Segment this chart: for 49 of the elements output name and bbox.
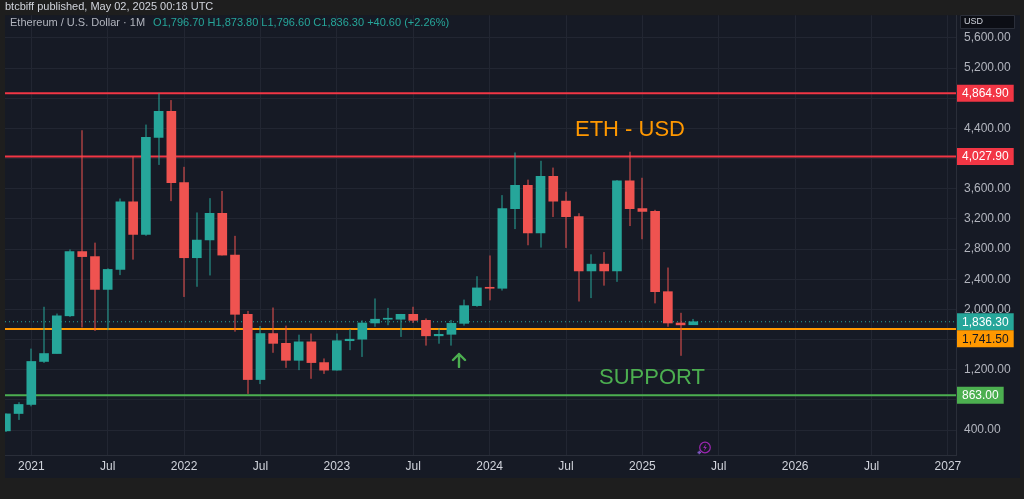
x-tick-label: 2023 [323,458,351,473]
x-tick-label: Jul [558,458,574,473]
x-tick-label: 2026 [781,458,809,473]
annotation: O1,796.70 H1,873.80 L1,796.60 C1,836.30 +40.60 (+2.26%) [153,16,450,29]
chart-subtitle: Ethereum / U.S. Dollar · 1M [10,16,146,29]
y-tick-label: 4,400.00 [964,120,1012,135]
x-tick-label: 2025 [629,458,657,473]
candlestick [191,211,202,288]
candlestick [599,251,610,287]
candlestick [472,275,482,308]
text: ETH - USD [575,116,685,142]
y-tick-label: 2,000.00 [964,301,1012,316]
x-tick-label: Jul [100,458,116,473]
candlestick [408,306,419,324]
text: btcbiff published, May 02, 2025 00:18 UTC [5,0,214,13]
ref-line-label: 1,741.50 [962,331,1010,346]
x-tick-label: 2022 [170,458,198,473]
y-tick-label: 1,200.00 [964,362,1012,377]
candlestick [484,254,495,301]
candlestick [306,333,317,380]
x-tick-label: 2021 [17,458,45,473]
candlestick [319,357,329,375]
y-tick-label: 2,800.00 [964,241,1012,256]
ref-line-label: 863.00 [962,387,1000,402]
x-tick-label: Jul [252,458,269,473]
y-tick-label: 400.00 [964,422,1002,437]
y-tick-label: 2,400.00 [964,271,1012,286]
x-tick-label: Jul [711,458,727,473]
candlestick [421,317,431,347]
candlestick [268,307,279,354]
y-tick-label: 3,600.00 [964,181,1012,196]
y-tick-label: 5,600.00 [964,30,1012,45]
candlestick [77,129,88,329]
annotation: SUPPORT [599,364,705,390]
candlestick [281,325,291,369]
ref-line-label: 4,864.90 [962,86,1010,101]
x-tick-label: Jul [863,458,880,473]
ref-line-label: 1,836.30 [962,314,1010,329]
candlestick [433,327,444,345]
x-tick-label: Jul [405,458,421,473]
x-tick-label: 2024 [476,458,504,473]
ref-line-label: 4,027.90 [962,149,1010,164]
x-tick-label: 2027 [934,458,962,473]
candlestick [293,334,304,371]
y-tick-label: 5,200.00 [964,60,1012,75]
y-axis-title: USD [964,16,984,27]
candlestick [561,191,571,249]
y-tick-label: 3,200.00 [964,211,1012,226]
candlestick [637,177,648,240]
